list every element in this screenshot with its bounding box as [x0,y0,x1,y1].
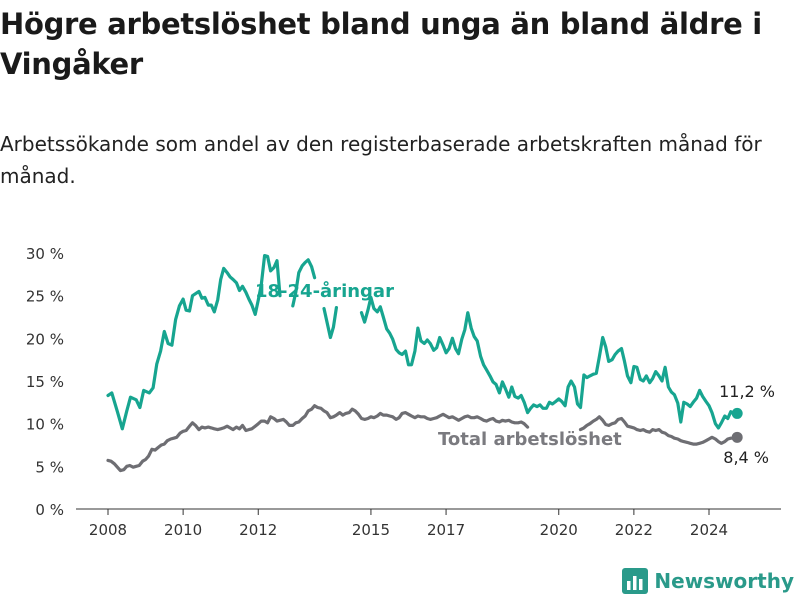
x-tick-label: 2020 [540,521,578,539]
series-line-total [106,404,739,473]
y-tick-label: 0 % [35,501,64,519]
x-tick-label: 2015 [352,521,390,539]
page-title: Högre arbetslöshet bland unga än bland ä… [0,7,762,81]
y-tick-label: 5 % [35,458,64,476]
brand-name: Newsworthy [654,569,794,593]
end-label-youth: 11,2 % [719,382,775,401]
y-tick-label: 25 % [26,288,64,306]
series-label-total: Total arbetslöshet [438,429,622,450]
series-line-youth [106,254,739,431]
x-tick-label: 2017 [427,521,465,539]
x-tick-label: 2010 [164,521,202,539]
x-axis: 2008 2010 2012 2015 2017 2020 2022 2024 [89,509,728,539]
newsworthy-logo: Newsworthy [622,568,794,594]
end-marker-total [731,431,743,443]
end-label-total: 8,4 % [723,448,769,467]
end-marker-youth [731,407,743,419]
series-label-youth: 18-24-åringar [255,280,394,302]
y-tick-label: 15 % [26,373,64,391]
series-layer [106,254,743,473]
x-tick-label: 2008 [89,521,127,539]
x-tick-label: 2024 [690,521,728,539]
y-tick-label: 20 % [26,330,64,348]
y-tick-label: 10 % [26,416,64,434]
bar-chart-icon [622,568,649,594]
y-axis: 0 % 5 % 10 % 15 % 20 % 25 % 30 % [26,245,64,519]
y-tick-label: 30 % [26,245,64,263]
page-subtitle: Arbetssökande som andel av den registerb… [0,132,762,188]
x-tick-label: 2022 [615,521,653,539]
x-tick-label: 2012 [239,521,277,539]
